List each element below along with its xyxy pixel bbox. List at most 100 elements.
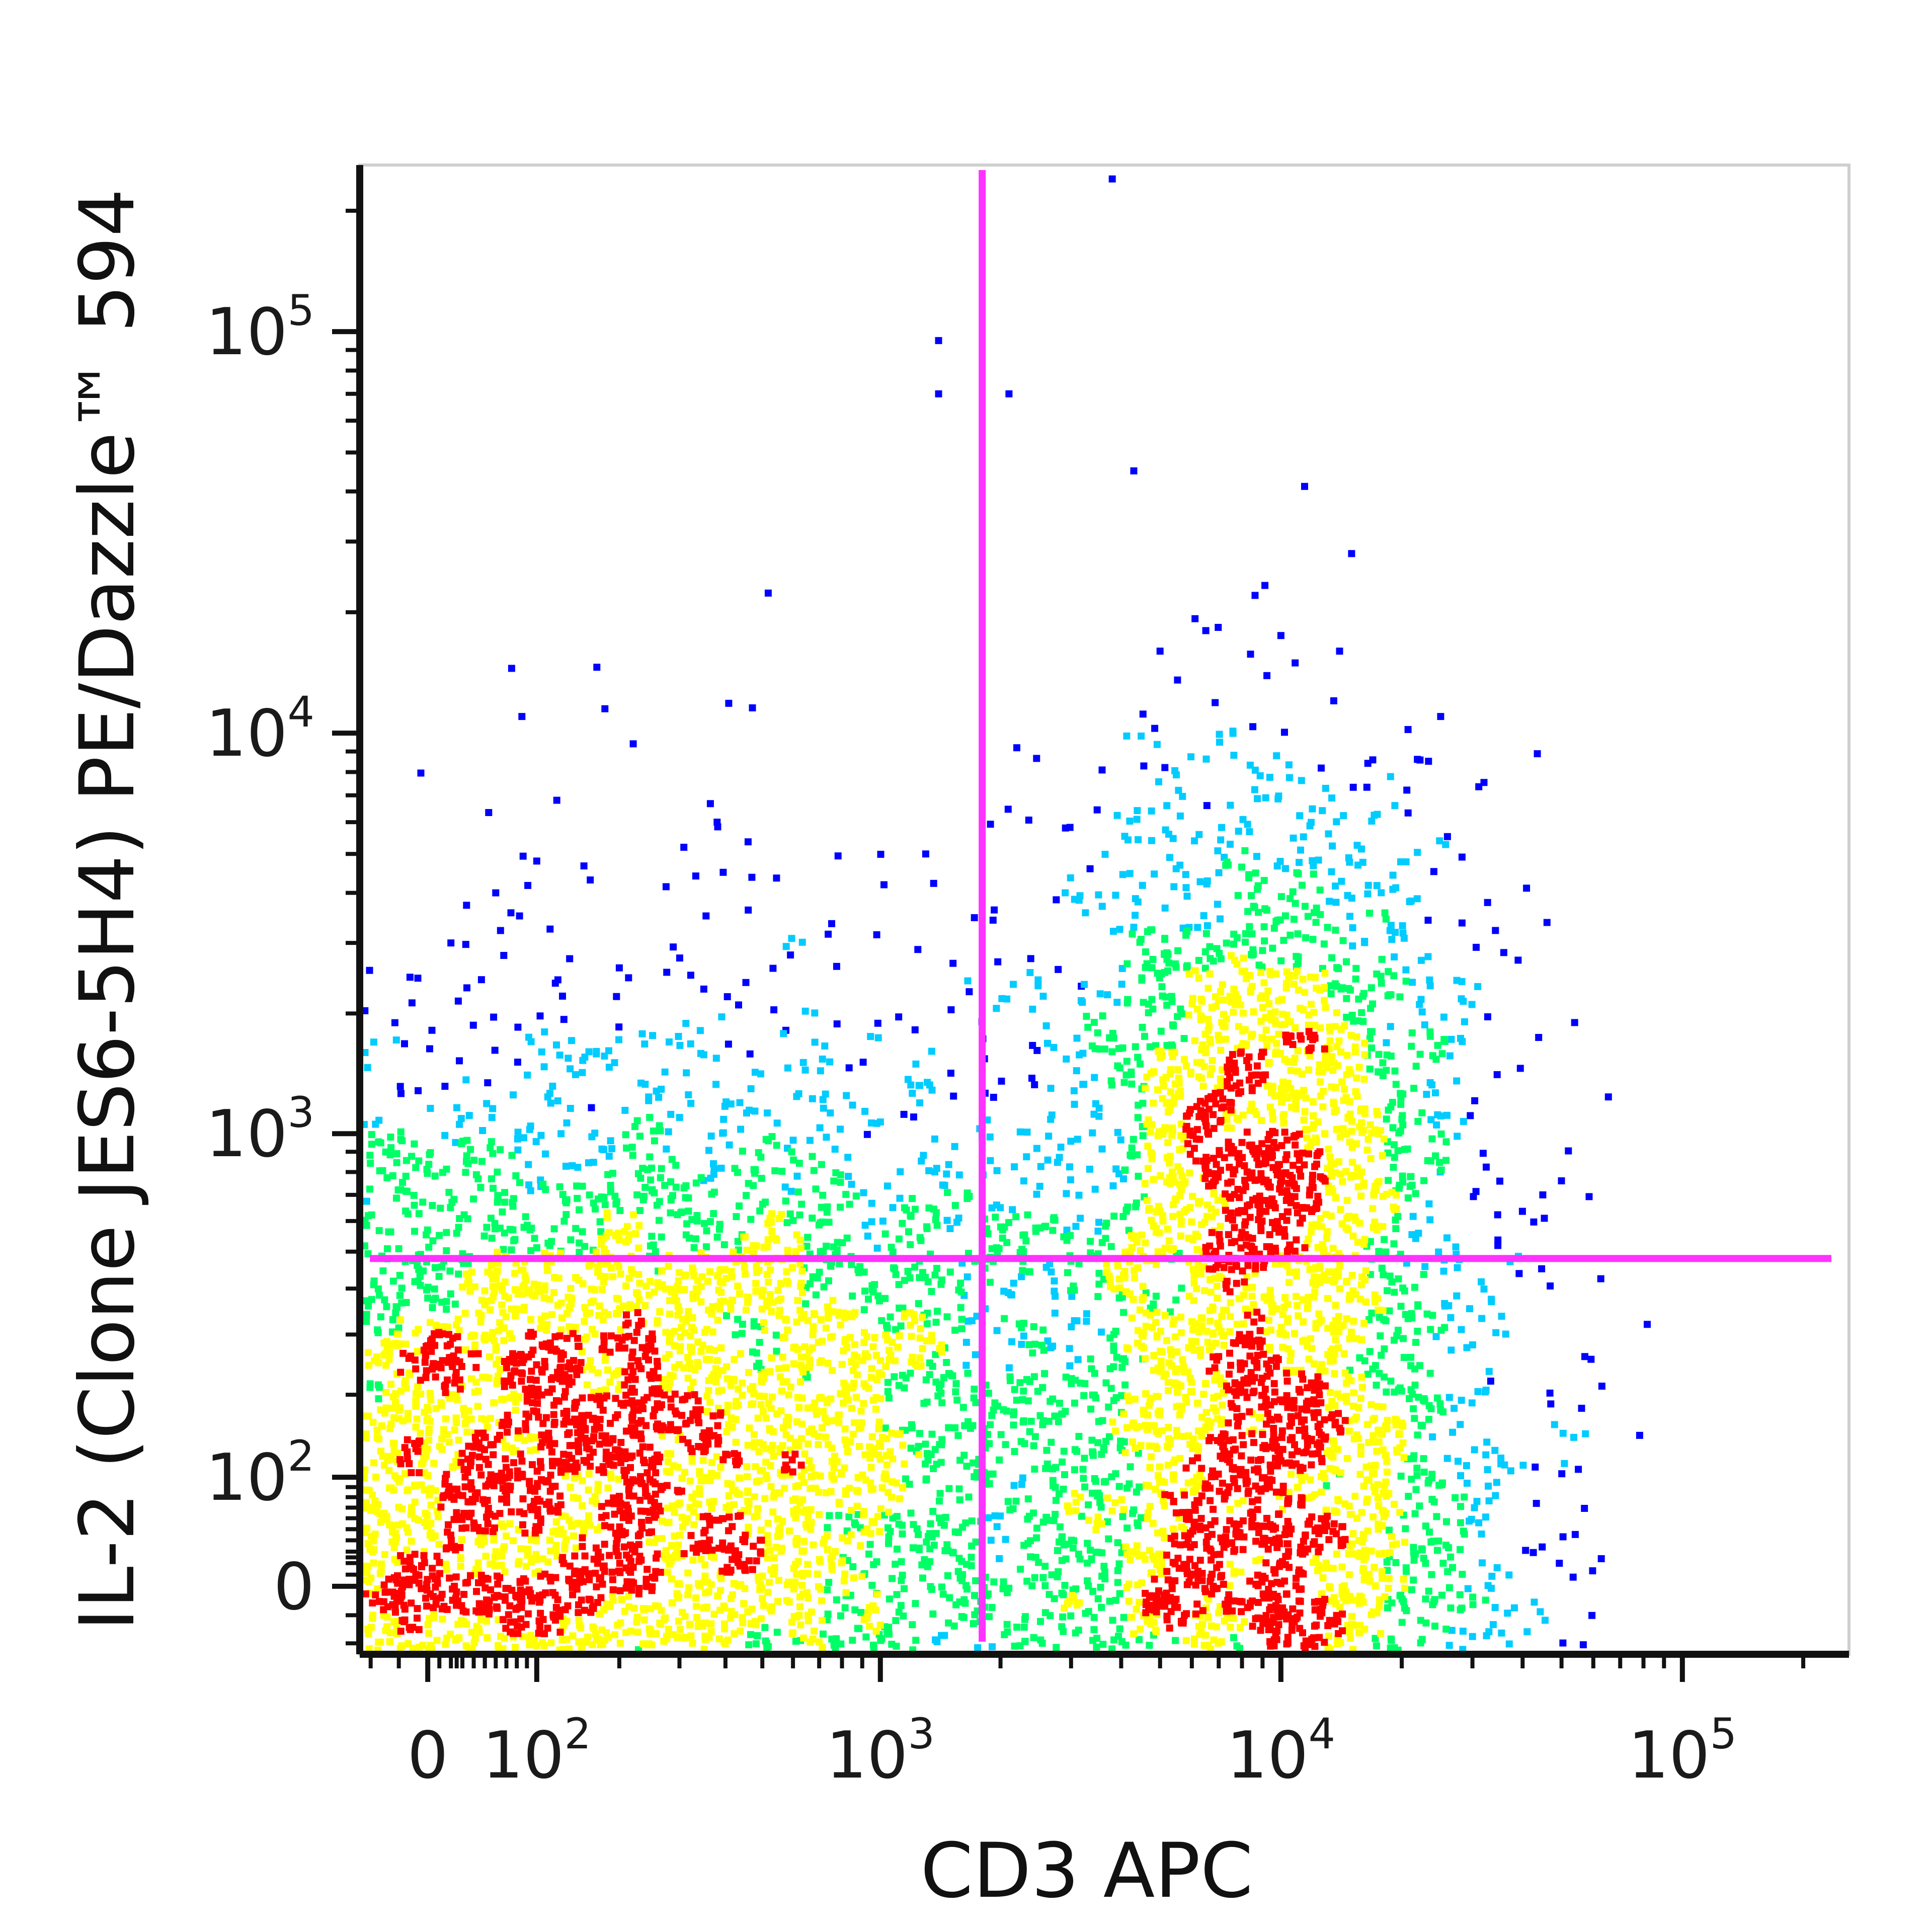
event-dot (1276, 858, 1284, 865)
event-dot (885, 1508, 893, 1516)
event-dot (1361, 1039, 1369, 1047)
event-dot (925, 1167, 933, 1174)
event-dot (598, 1286, 606, 1293)
event-dot (1366, 1065, 1374, 1073)
event-dot (709, 1328, 716, 1336)
event-dot (1493, 1564, 1501, 1571)
event-dot (543, 1327, 550, 1334)
event-dot (987, 1157, 994, 1164)
event-dot (403, 1299, 410, 1306)
event-dot (410, 1191, 418, 1199)
event-dot (1401, 1584, 1408, 1592)
event-dot (1559, 1533, 1567, 1541)
event-dot (408, 999, 416, 1007)
event-dot (740, 1600, 748, 1607)
event-dot (658, 1233, 665, 1241)
event-dot (855, 1425, 863, 1432)
event-dot (557, 1326, 565, 1334)
event-dot (784, 1064, 791, 1072)
event-dot (550, 1289, 557, 1296)
event-dot (1558, 1470, 1566, 1478)
event-dot (1031, 1081, 1038, 1088)
event-dot (741, 1585, 749, 1592)
event-dot (403, 1546, 411, 1554)
event-dot (1146, 1442, 1153, 1450)
event-dot (1504, 1609, 1511, 1617)
event-dot (462, 1076, 470, 1084)
event-dot (481, 1374, 489, 1381)
event-dot (436, 1232, 443, 1239)
event-dot (411, 1278, 419, 1285)
event-dot (1530, 1218, 1538, 1226)
event-dot (363, 1311, 370, 1318)
event-dot (611, 1059, 618, 1067)
event-dot (1309, 936, 1317, 943)
event-dot (702, 912, 710, 920)
event-dot (391, 1019, 398, 1026)
event-dot (771, 1568, 778, 1575)
event-dot (1232, 991, 1240, 998)
event-dot (1442, 1542, 1450, 1549)
event-dot (964, 1370, 972, 1377)
event-dot (1043, 1513, 1050, 1521)
event-dot (1102, 1235, 1109, 1242)
event-dot (1423, 1091, 1430, 1098)
event-dot (1146, 1642, 1153, 1649)
event-dot (711, 1347, 718, 1354)
event-dot (488, 1262, 495, 1269)
event-dot (1161, 1312, 1169, 1319)
event-dot (816, 1556, 823, 1563)
event-dot (876, 1439, 883, 1447)
event-dot (1003, 1621, 1011, 1628)
event-dot (1403, 786, 1411, 794)
event-dot (639, 1196, 647, 1203)
event-dot (1444, 1568, 1452, 1575)
event-dot (686, 1234, 693, 1242)
event-dot (1134, 1151, 1141, 1159)
event-dot (1182, 871, 1189, 878)
event-dot (859, 1059, 867, 1066)
event-dot (1389, 1644, 1396, 1652)
event-dot (817, 1248, 824, 1255)
event-dot (1400, 1335, 1407, 1342)
event-dot (1068, 1380, 1075, 1387)
event-dot (1027, 955, 1034, 962)
event-dot (705, 1387, 712, 1394)
event-dot (993, 1327, 1001, 1334)
event-dot (1066, 1345, 1073, 1352)
event-dot (1480, 779, 1488, 786)
event-dot (675, 1277, 682, 1284)
event-dot (844, 1154, 852, 1161)
event-dot (1453, 977, 1461, 984)
event-dot (1294, 930, 1302, 938)
event-dot (1289, 888, 1297, 896)
event-dot (1199, 1620, 1206, 1628)
event-dot (635, 1271, 642, 1278)
event-dot (945, 1424, 952, 1431)
event-dot (837, 1171, 844, 1179)
event-dot (907, 1241, 914, 1248)
event-dot (1387, 1023, 1394, 1030)
event-dot (694, 1287, 701, 1295)
event-dot (1373, 1382, 1380, 1389)
event-dot (601, 705, 609, 712)
event-dot (1473, 943, 1480, 951)
event-dot (823, 1209, 831, 1216)
event-dot (1373, 1642, 1380, 1650)
event-dot (1489, 1621, 1497, 1628)
event-dot (793, 1172, 801, 1180)
event-dot (1244, 908, 1252, 915)
event-dot (943, 1170, 950, 1178)
event-dot (1197, 1016, 1204, 1023)
event-dot (994, 958, 1002, 965)
event-dot (1050, 1216, 1057, 1223)
event-dot (1098, 1549, 1106, 1557)
event-dot (1388, 1278, 1396, 1285)
event-dot (1343, 995, 1350, 1002)
event-dot (773, 1629, 781, 1636)
event-dot (819, 1617, 826, 1624)
event-dot (488, 1175, 495, 1183)
event-dot (656, 1198, 663, 1205)
event-dot (593, 1248, 600, 1256)
event-dot (1024, 1540, 1032, 1547)
